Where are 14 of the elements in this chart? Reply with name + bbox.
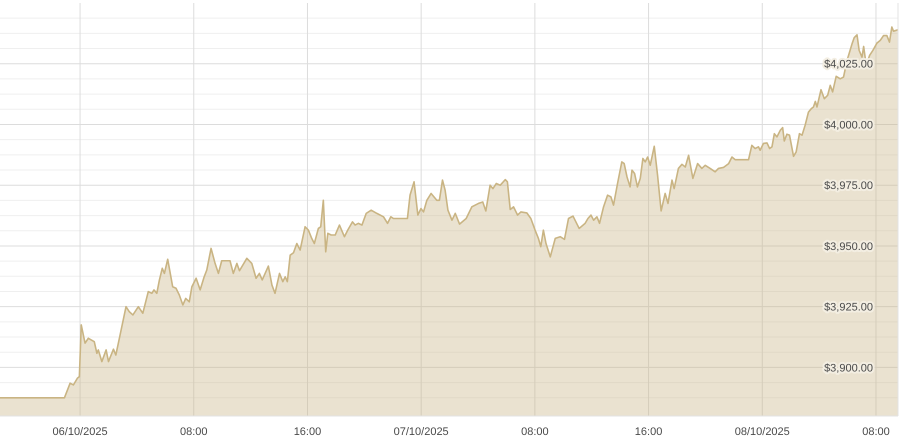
- x-tick-label: 08/10/2025: [734, 426, 790, 438]
- x-tick-label: 08:00: [521, 426, 549, 438]
- x-tick-label: 16:00: [634, 426, 662, 438]
- y-tick-label: $3,925.00: [824, 302, 873, 314]
- x-tick-label: 07/10/2025: [394, 426, 449, 438]
- y-tick-label: $3,900.00: [824, 362, 873, 374]
- y-tick-label: $3,950.00: [824, 240, 873, 253]
- y-tick-label: $3,975.00: [824, 180, 873, 192]
- x-tick-label: 16:00: [294, 426, 322, 438]
- y-tick-label: $4,000.00: [824, 119, 873, 132]
- x-tick-label: 08:00: [862, 426, 890, 438]
- x-tick-label: 08:00: [180, 426, 208, 438]
- x-tick-label: 06/10/2025: [52, 426, 108, 438]
- y-tick-label: $4,025.00: [824, 58, 873, 71]
